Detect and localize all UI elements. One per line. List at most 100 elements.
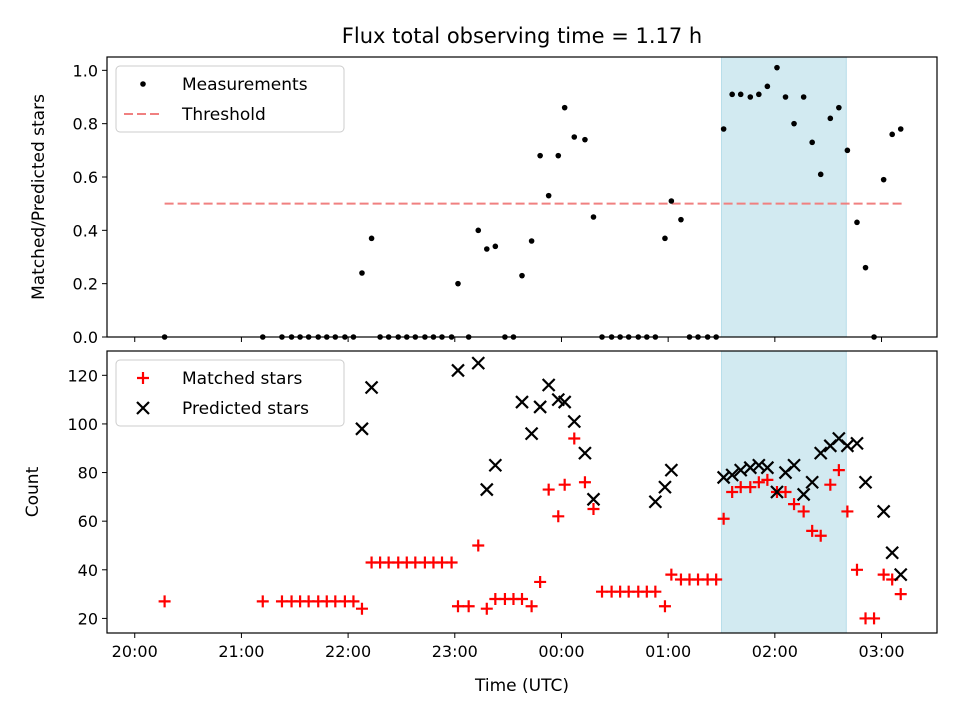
top-ticks: 0.0 0.2 0.4 0.6 0.8 1.0: [73, 61, 883, 347]
bottom-legend: Matched stars Predicted stars: [115, 359, 345, 427]
measurement-point: [561, 104, 568, 111]
measurement-point: [455, 280, 461, 287]
predicted-star-point: [648, 494, 663, 509]
matched-star-point: [761, 473, 774, 486]
measurement-point: [854, 219, 860, 226]
predicted-star-point: [524, 426, 539, 441]
legend-box: [115, 65, 345, 133]
bottom-y-tick-label: 60: [78, 512, 98, 531]
matched-star-point: [525, 600, 538, 613]
matched-star-point: [665, 568, 678, 581]
matched-star-point: [568, 432, 581, 445]
measurement-point: [590, 214, 597, 220]
top-y-tick-label: 0.8: [73, 115, 98, 134]
predicted-star-point: [658, 480, 672, 494]
measurement-point: [862, 264, 869, 271]
matched-star-point: [542, 483, 555, 496]
measurement-point: [528, 238, 535, 244]
predicted-star-point: [471, 356, 486, 370]
top-y-tick-label: 0.2: [73, 275, 98, 294]
measurement-point: [774, 64, 780, 71]
matched-star-point: [578, 476, 591, 489]
predicted-star-point: [805, 475, 819, 490]
measurement-point: [582, 136, 588, 143]
measurement-point: [817, 171, 824, 178]
top-y-tick-label: 0.4: [73, 221, 98, 240]
predicted-star-point: [787, 458, 801, 473]
bottom-series: [158, 356, 908, 625]
matched-star-point: [779, 486, 792, 498]
matched-star-point: [832, 464, 845, 477]
matched-star-point: [752, 476, 765, 489]
predicted-star-point: [885, 545, 899, 560]
matched-star-point: [850, 563, 863, 576]
matched-star-point: [649, 585, 662, 598]
predicted-star-point: [355, 422, 369, 436]
predicted-star-point: [840, 439, 855, 453]
measurement-point: [537, 152, 543, 159]
predicted-star-point: [533, 400, 547, 414]
measurement-point: [555, 152, 562, 159]
measurement-point: [475, 227, 482, 234]
top-legend: Measurements Threshold: [115, 65, 345, 133]
x-tick-label: 20:00: [112, 642, 158, 661]
measurement-point: [571, 134, 578, 140]
predicted-star-point: [752, 458, 766, 473]
matched-star-point: [726, 486, 739, 498]
legend-label: Predicted stars: [182, 399, 309, 419]
bottom-panel: 20:00 21:00 22:00 23:00 00:00 01:00 02:00 03:00…: [23, 350, 938, 696]
matched-star-point: [256, 595, 269, 608]
matched-star-point: [347, 595, 360, 608]
predicted-star-point: [858, 475, 873, 490]
x-tick-label: 23:00: [432, 642, 478, 661]
x-tick-label: 01:00: [645, 642, 691, 661]
predicted-star-point: [488, 458, 503, 473]
matched-star-point: [894, 588, 907, 601]
matched-star-point: [355, 602, 368, 615]
matched-star-point: [824, 478, 837, 491]
measurement-point: [791, 120, 797, 127]
matched-star-point: [797, 505, 810, 518]
predicted-star-point: [586, 492, 601, 507]
matched-star-point: [868, 612, 881, 625]
matched-star-point: [516, 592, 528, 605]
measurement-point: [662, 235, 668, 242]
bottom-ticks: 20:00 21:00 22:00 23:00 00:00 01:00 02:00 03:00…: [67, 366, 904, 661]
x-tick-label: 02:00: [752, 642, 798, 661]
predicted-star-point: [557, 395, 572, 409]
bottom-y-tick-label: 40: [78, 561, 98, 580]
top-y-tick-label: 0.0: [73, 328, 98, 347]
measurement-point: [678, 216, 684, 223]
observing-window-span: [720, 56, 847, 338]
matched-star-point: [841, 505, 854, 518]
measurement-point: [897, 126, 904, 132]
x-tick-label: 00:00: [538, 642, 584, 661]
matched-star-point: [788, 498, 801, 511]
measurement-point: [519, 272, 525, 279]
bottom-y-tick-label: 80: [78, 464, 98, 483]
measurement-point: [668, 198, 675, 204]
matched-star-point: [480, 602, 493, 615]
bottom-y-axis-label: Count: [23, 466, 43, 517]
measurement-point: [764, 83, 771, 90]
predicted-star-point: [480, 482, 494, 497]
measurement-point: [492, 243, 499, 250]
predicted-star-point: [664, 463, 679, 477]
legend-x-swatch: [136, 401, 150, 415]
legend-label: Matched stars: [182, 369, 302, 389]
legend-label: Measurements: [182, 75, 308, 95]
matched-star-point: [558, 478, 571, 491]
top-y-tick-label: 0.6: [73, 168, 98, 187]
x-tick-label: 21:00: [218, 642, 264, 661]
matched-star-point: [534, 575, 547, 588]
measurement-point: [756, 91, 762, 98]
top-y-tick-label: 1.0: [73, 61, 98, 80]
predicted-star-point: [725, 468, 739, 482]
measurement-point: [368, 235, 375, 242]
x-tick-label: 03:00: [858, 642, 904, 661]
predicted-star-point: [796, 487, 811, 502]
predicted-star-point: [364, 380, 379, 395]
predicted-star-point: [578, 446, 592, 460]
chart-title: Flux total observing time = 1.17 h: [342, 24, 702, 48]
